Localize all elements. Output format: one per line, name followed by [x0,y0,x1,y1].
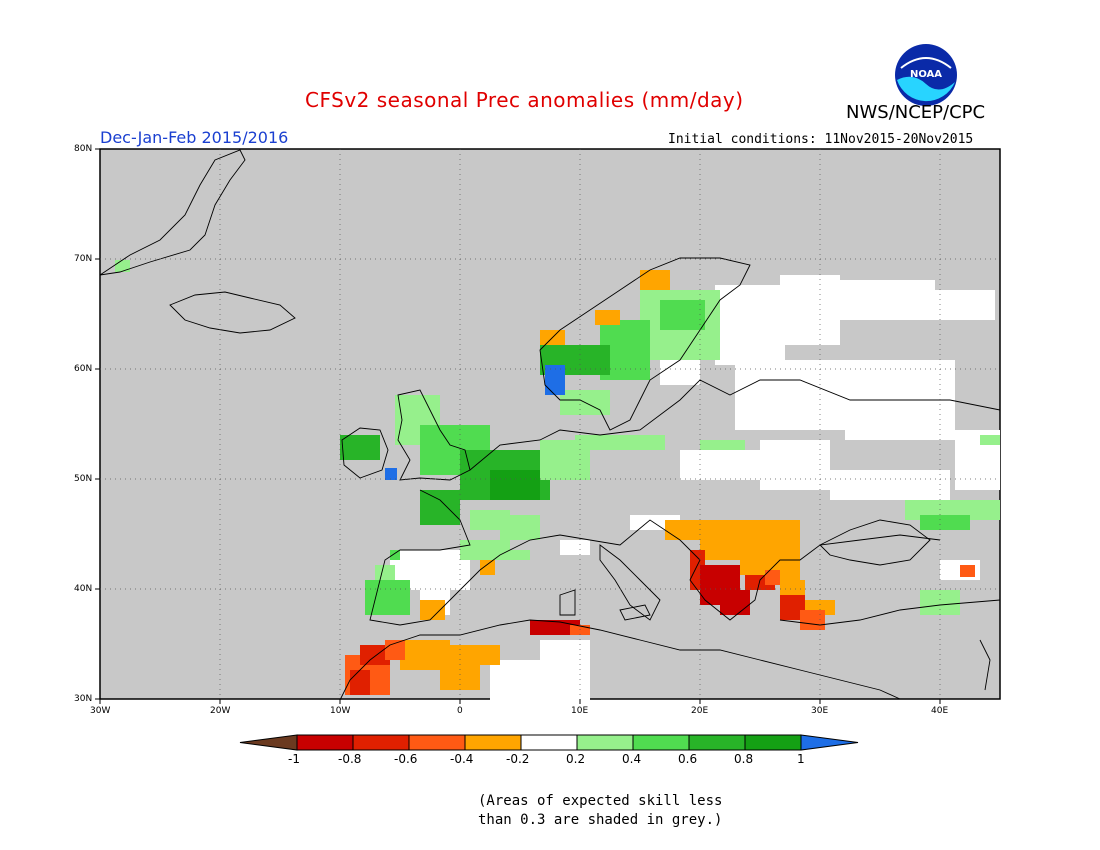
season-label: Dec-Jan-Feb 2015/2016 [100,128,289,147]
lon-label-20e: 20E [691,706,709,716]
lon-label-40e: 40E [931,706,949,716]
lat-label-60n: 60N [74,364,93,374]
lon-label-0: 0 [457,706,463,716]
noaa-logo-text: NOAA [910,69,942,80]
skill-note: (Areas of expected skill less than 0.3 a… [478,792,758,830]
colorbar-label-m04: -0.4 [450,752,474,766]
colorbar-label-04: 0.4 [622,752,642,766]
colorbar-label-m1: -1 [288,752,300,766]
lat-label-50n: 50N [74,474,93,484]
colorbar-label-02: 0.2 [566,752,586,766]
skill-note-line-1: (Areas of expected skill less [478,793,723,809]
axis-ticks [95,148,941,704]
initial-conditions-label: Initial conditions: 11Nov2015-20Nov2015 [668,132,974,147]
noaa-logo: NOAA [895,44,957,106]
lat-label-70n: 70N [74,254,93,264]
map-title: CFSv2 seasonal Prec anomalies (mm/day) [305,88,744,112]
lon-label-30w: 30W [90,706,111,716]
colorbar [239,734,859,751]
anomaly-cells [115,260,1000,700]
lon-label-10e: 10E [571,706,589,716]
lat-label-40n: 40N [74,584,93,594]
lon-label-30e: 30E [811,706,829,716]
graticule [100,149,1000,699]
lat-label-30n: 30N [74,694,93,704]
skill-note-line-2: than 0.3 are shaded in grey.) [478,812,723,828]
agency-label: NWS/NCEP/CPC [846,102,986,123]
colorbar-label-1: 1 [797,752,805,766]
lon-label-20w: 20W [210,706,231,716]
colorbar-label-08: 0.8 [734,752,754,766]
lon-label-10w: 10W [330,706,351,716]
colorbar-label-m06: -0.6 [394,752,418,766]
colorbar-label-06: 0.6 [678,752,698,766]
colorbar-label-m02: -0.2 [506,752,530,766]
colorbar-label-m08: -0.8 [338,752,362,766]
lat-label-80n: 80N [74,144,93,154]
